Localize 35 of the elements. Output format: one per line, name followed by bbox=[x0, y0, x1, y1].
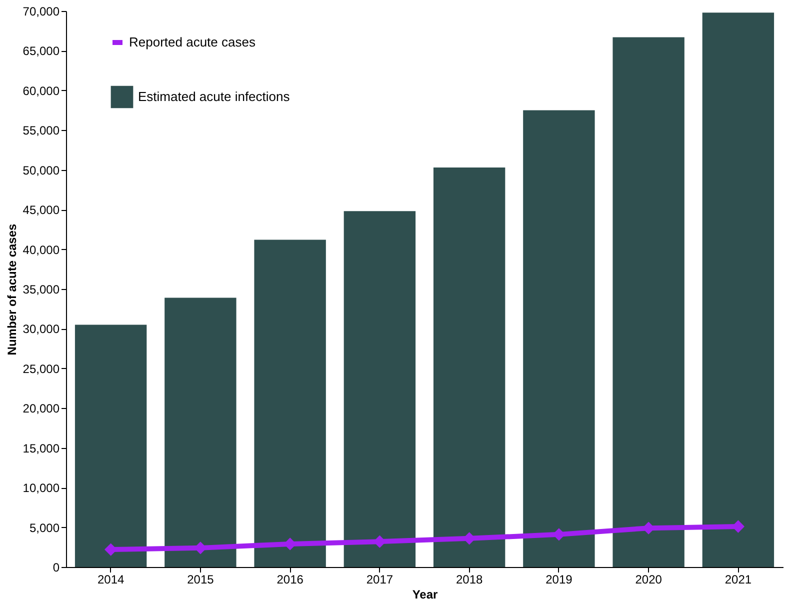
y-tick-label: 65,000 bbox=[22, 44, 60, 58]
x-tick-label: 2014 bbox=[97, 572, 124, 586]
y-axis-title: Number of acute cases bbox=[4, 223, 19, 356]
y-tick-label: 60,000 bbox=[22, 84, 60, 98]
y-tick-label: 15,000 bbox=[22, 441, 60, 456]
y-tick-label: 20,000 bbox=[22, 402, 60, 416]
bar bbox=[74, 324, 147, 567]
y-tick-label: 0 bbox=[52, 560, 60, 574]
y-tick-label: 30,000 bbox=[22, 322, 60, 336]
y-tick-label: 70,000 bbox=[22, 4, 60, 18]
y-tick-label: 35,000 bbox=[22, 282, 60, 296]
y-tick-label: 10,000 bbox=[22, 481, 60, 496]
y-tick-label: 45,000 bbox=[22, 203, 60, 218]
x-tick-label: 2019 bbox=[546, 572, 573, 586]
bar bbox=[433, 167, 506, 567]
x-tick-label: 2017 bbox=[366, 572, 394, 586]
bar bbox=[612, 37, 684, 567]
bar bbox=[344, 211, 416, 567]
y-tick-label: 55,000 bbox=[22, 124, 60, 138]
x-tick-label: 2015 bbox=[187, 572, 214, 586]
x-tick-label: 2020 bbox=[635, 572, 662, 586]
x-tick-label: 2018 bbox=[456, 572, 483, 586]
bar bbox=[523, 110, 595, 567]
bar bbox=[164, 298, 236, 567]
y-tick-label: 25,000 bbox=[22, 362, 60, 376]
x-tick-label: 2016 bbox=[276, 572, 304, 586]
x-tick-label: 2021 bbox=[724, 572, 752, 586]
y-tick-label: 5,000 bbox=[29, 520, 60, 535]
bar bbox=[254, 240, 326, 567]
bar bbox=[702, 12, 774, 567]
y-tick-label: 50,000 bbox=[22, 163, 60, 178]
legend-label: Reported acute cases bbox=[129, 34, 256, 50]
legend-label: Estimated acute infections bbox=[138, 89, 290, 104]
y-tick-label: 40,000 bbox=[22, 242, 60, 257]
x-axis-title: Year bbox=[412, 588, 438, 602]
